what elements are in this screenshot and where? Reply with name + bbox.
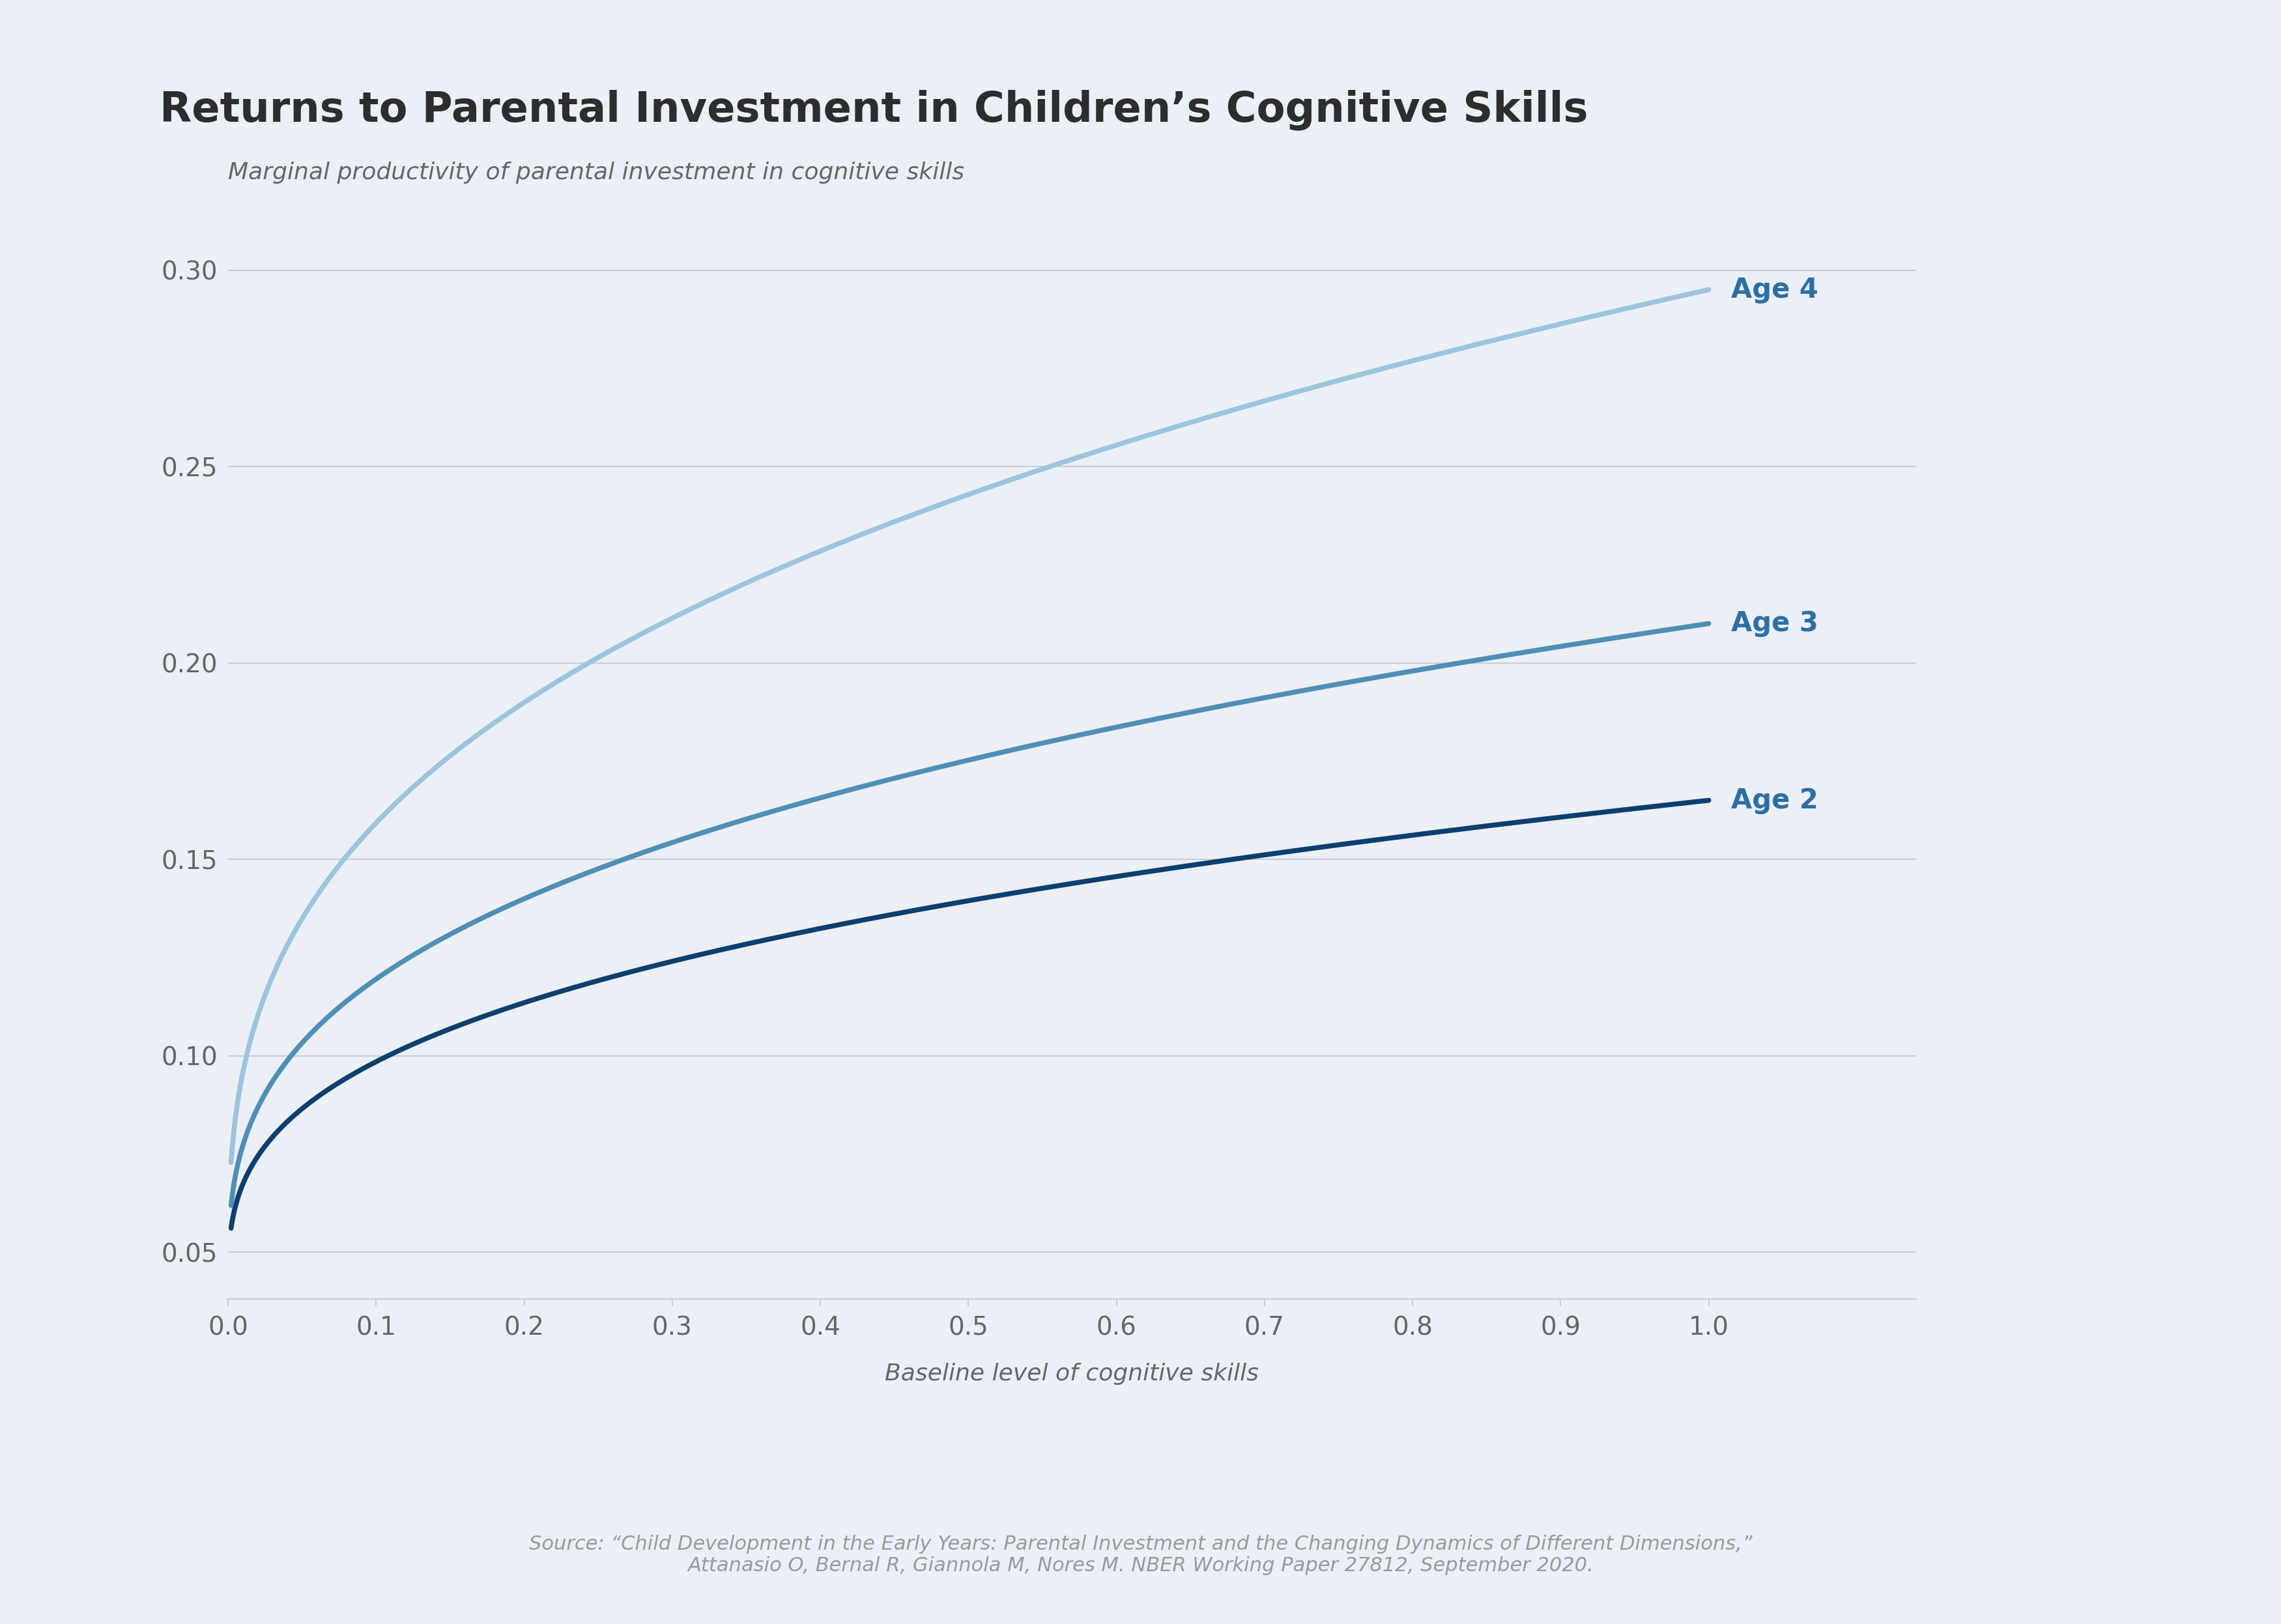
Text: Marginal productivity of parental investment in cognitive skills: Marginal productivity of parental invest… [228, 162, 965, 184]
Text: Source: “Child Development in the Early Years: Parental Investment and the Chang: Source: “Child Development in the Early … [529, 1535, 1752, 1575]
Text: Age 4: Age 4 [1731, 276, 1818, 304]
Text: Age 2: Age 2 [1731, 786, 1818, 814]
Text: Age 3: Age 3 [1731, 611, 1818, 637]
X-axis label: Baseline level of cognitive skills: Baseline level of cognitive skills [885, 1363, 1259, 1385]
Text: Returns to Parental Investment in Children’s Cognitive Skills: Returns to Parental Investment in Childr… [160, 89, 1588, 130]
